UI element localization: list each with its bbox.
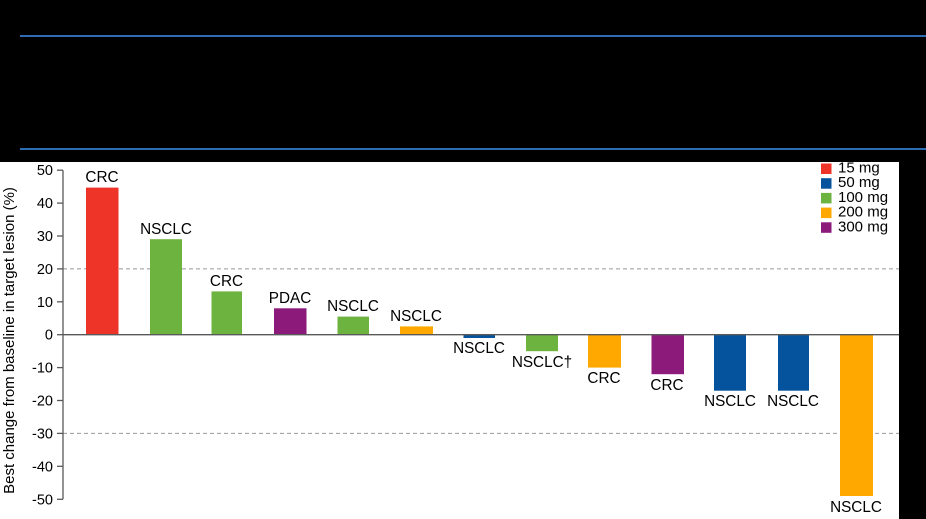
svg-text:NSCLC: NSCLC: [830, 499, 882, 516]
svg-text:Best change from baseline in t: Best change from baseline in target lesi…: [1, 187, 18, 494]
svg-text:CRC: CRC: [85, 169, 118, 186]
svg-text:40: 40: [37, 196, 53, 212]
svg-text:NSCLC†: NSCLC†: [512, 354, 572, 371]
svg-text:NSCLC: NSCLC: [140, 221, 192, 238]
svg-text:30: 30: [37, 229, 53, 245]
svg-text:50: 50: [37, 163, 53, 179]
svg-text:0: 0: [45, 328, 53, 344]
svg-text:NSCLC: NSCLC: [453, 340, 505, 357]
svg-text:-40: -40: [32, 459, 53, 475]
svg-text:CRC: CRC: [587, 370, 620, 387]
svg-text:NSCLC: NSCLC: [767, 393, 819, 410]
svg-text:20: 20: [37, 262, 53, 278]
svg-text:300 mg: 300 mg: [838, 218, 888, 235]
svg-text:NSCLC: NSCLC: [704, 393, 756, 410]
svg-text:-20: -20: [32, 394, 53, 410]
svg-text:NSCLC: NSCLC: [390, 308, 442, 325]
svg-text:-30: -30: [32, 426, 53, 442]
svg-text:10: 10: [37, 295, 53, 311]
svg-text:NSCLC: NSCLC: [327, 298, 379, 315]
svg-text:-10: -10: [32, 361, 53, 377]
svg-text:CRC: CRC: [650, 377, 683, 394]
svg-text:-50: -50: [32, 492, 53, 508]
svg-text:PDAC: PDAC: [269, 290, 312, 307]
svg-text:CRC: CRC: [210, 273, 243, 290]
